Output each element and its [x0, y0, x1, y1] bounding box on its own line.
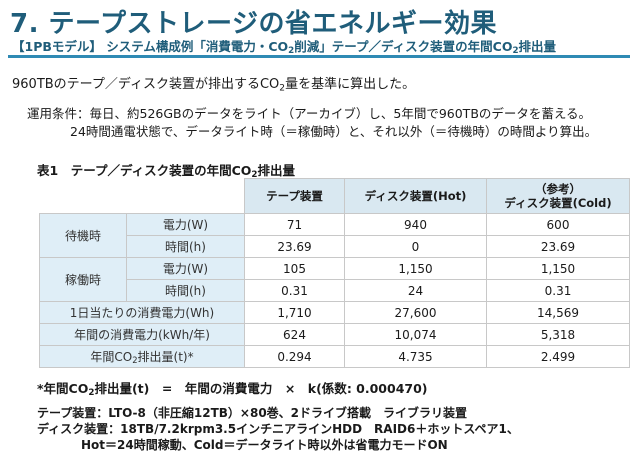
- spec-tape-device: テープ装置：LTO-8（非圧縮12TB）×80巻、2ドライブ搭載 ライブラリ装置: [37, 406, 468, 420]
- spec-disk-device: ディスク装置：18TB/7.2krpm3.5インチニアラインHDD RAID6＋…: [37, 422, 519, 436]
- cell-standby-time-cold: 23.69: [486, 235, 630, 258]
- header-blank: [39, 178, 245, 214]
- spec-hot-cold-note: Hot＝24時間稼動、Cold＝データライト時以外は省電力モードON: [81, 438, 448, 452]
- cell-standby-time-hot: 0: [344, 235, 487, 258]
- table-row: 時間(h) 23.69 0 23.69: [40, 235, 630, 258]
- operating-conditions-line1: 運用条件：毎日、約526GBのデータをライト（アーカイブ）し、5年間で960TB…: [27, 106, 592, 121]
- header-reference-note: （参考）: [535, 182, 581, 196]
- cell-annual-power-tape: 624: [244, 323, 345, 346]
- cell-daily-power-tape: 1,710: [244, 301, 345, 324]
- cell-annual-co2-hot: 4.735: [344, 345, 487, 368]
- table-caption: 表1 テープ／ディスク装置の年間CO2排出量: [37, 163, 295, 181]
- table-row: 1日当たりの消費電力(Wh) 1,710 27,600 14,569: [39, 301, 630, 324]
- cell-active-power-hot: 1,150: [344, 257, 487, 280]
- table-row: 年間の消費電力(kWh/年) 624 10,074 5,318: [39, 323, 630, 346]
- cell-active-time-cold: 0.31: [486, 279, 630, 302]
- title-divider: [8, 55, 630, 58]
- page-subtitle: 【1PBモデル】 システム構成例「消費電力・CO2削減」テープ／ディスク装置の年…: [12, 39, 557, 57]
- header-disk-hot: ディスク装置(Hot): [344, 178, 487, 214]
- table-row: 稼働時 電力(W) 105 1,150 1,150: [39, 257, 630, 302]
- page-title: 7. テープストレージの省エネルギー効果: [10, 9, 497, 39]
- header-disk-cold: （参考） ディスク装置(Cold): [486, 178, 630, 214]
- cell-daily-power-cold: 14,569: [486, 301, 630, 324]
- co2-emissions-table: テープ装置 ディスク装置(Hot) （参考） ディスク装置(Cold) 待機時 …: [39, 178, 630, 368]
- cell-annual-co2-tape: 0.294: [244, 345, 345, 368]
- cell-annual-co2-cold: 2.499: [486, 345, 630, 368]
- table-row: 年間CO2排出量(t)* 0.294 4.735 2.499: [39, 345, 630, 368]
- operating-conditions-line2: 24時間通電状態で、データライト時（＝稼働時）と、それ以外（＝待機時）の時間より…: [70, 124, 598, 139]
- cell-active-power-cold: 1,150: [486, 257, 630, 280]
- row-label-daily-power: 1日当たりの消費電力(Wh): [39, 301, 245, 324]
- cell-daily-power-hot: 27,600: [344, 301, 487, 324]
- row-group-standby: 待機時: [39, 213, 127, 258]
- cell-standby-power-hot: 940: [344, 213, 487, 236]
- co2-formula-note: *年間CO2排出量(t) = 年間の消費電力 × k(係数: 0.000470): [37, 381, 428, 399]
- cell-standby-power-tape: 71: [244, 213, 345, 236]
- table-row: 待機時 電力(W) 71 940 600: [39, 213, 630, 258]
- row-label-active-power: 電力(W): [126, 257, 245, 280]
- row-label-standby-power: 電力(W): [126, 213, 245, 236]
- cell-active-time-tape: 0.31: [244, 279, 345, 302]
- table-header-row: テープ装置 ディスク装置(Hot) （参考） ディスク装置(Cold): [39, 178, 630, 214]
- cell-annual-power-hot: 10,074: [344, 323, 487, 346]
- cell-standby-power-cold: 600: [486, 213, 630, 236]
- table-row: 時間(h) 0.31 24 0.31: [40, 279, 630, 302]
- row-label-standby-time: 時間(h): [126, 235, 245, 258]
- row-group-active: 稼働時: [39, 257, 127, 302]
- cell-active-time-hot: 24: [344, 279, 487, 302]
- row-label-active-time: 時間(h): [126, 279, 245, 302]
- header-tape: テープ装置: [244, 178, 345, 214]
- intro-text: 960TBのテープ／ディスク装置が排出するCO2量を基準に算出した。: [12, 77, 416, 94]
- header-disk-cold-label: ディスク装置(Cold): [504, 196, 612, 210]
- cell-active-power-tape: 105: [244, 257, 345, 280]
- row-label-annual-power: 年間の消費電力(kWh/年): [39, 323, 245, 346]
- cell-standby-time-tape: 23.69: [244, 235, 345, 258]
- cell-annual-power-cold: 5,318: [486, 323, 630, 346]
- row-label-annual-co2: 年間CO2排出量(t)*: [39, 345, 245, 368]
